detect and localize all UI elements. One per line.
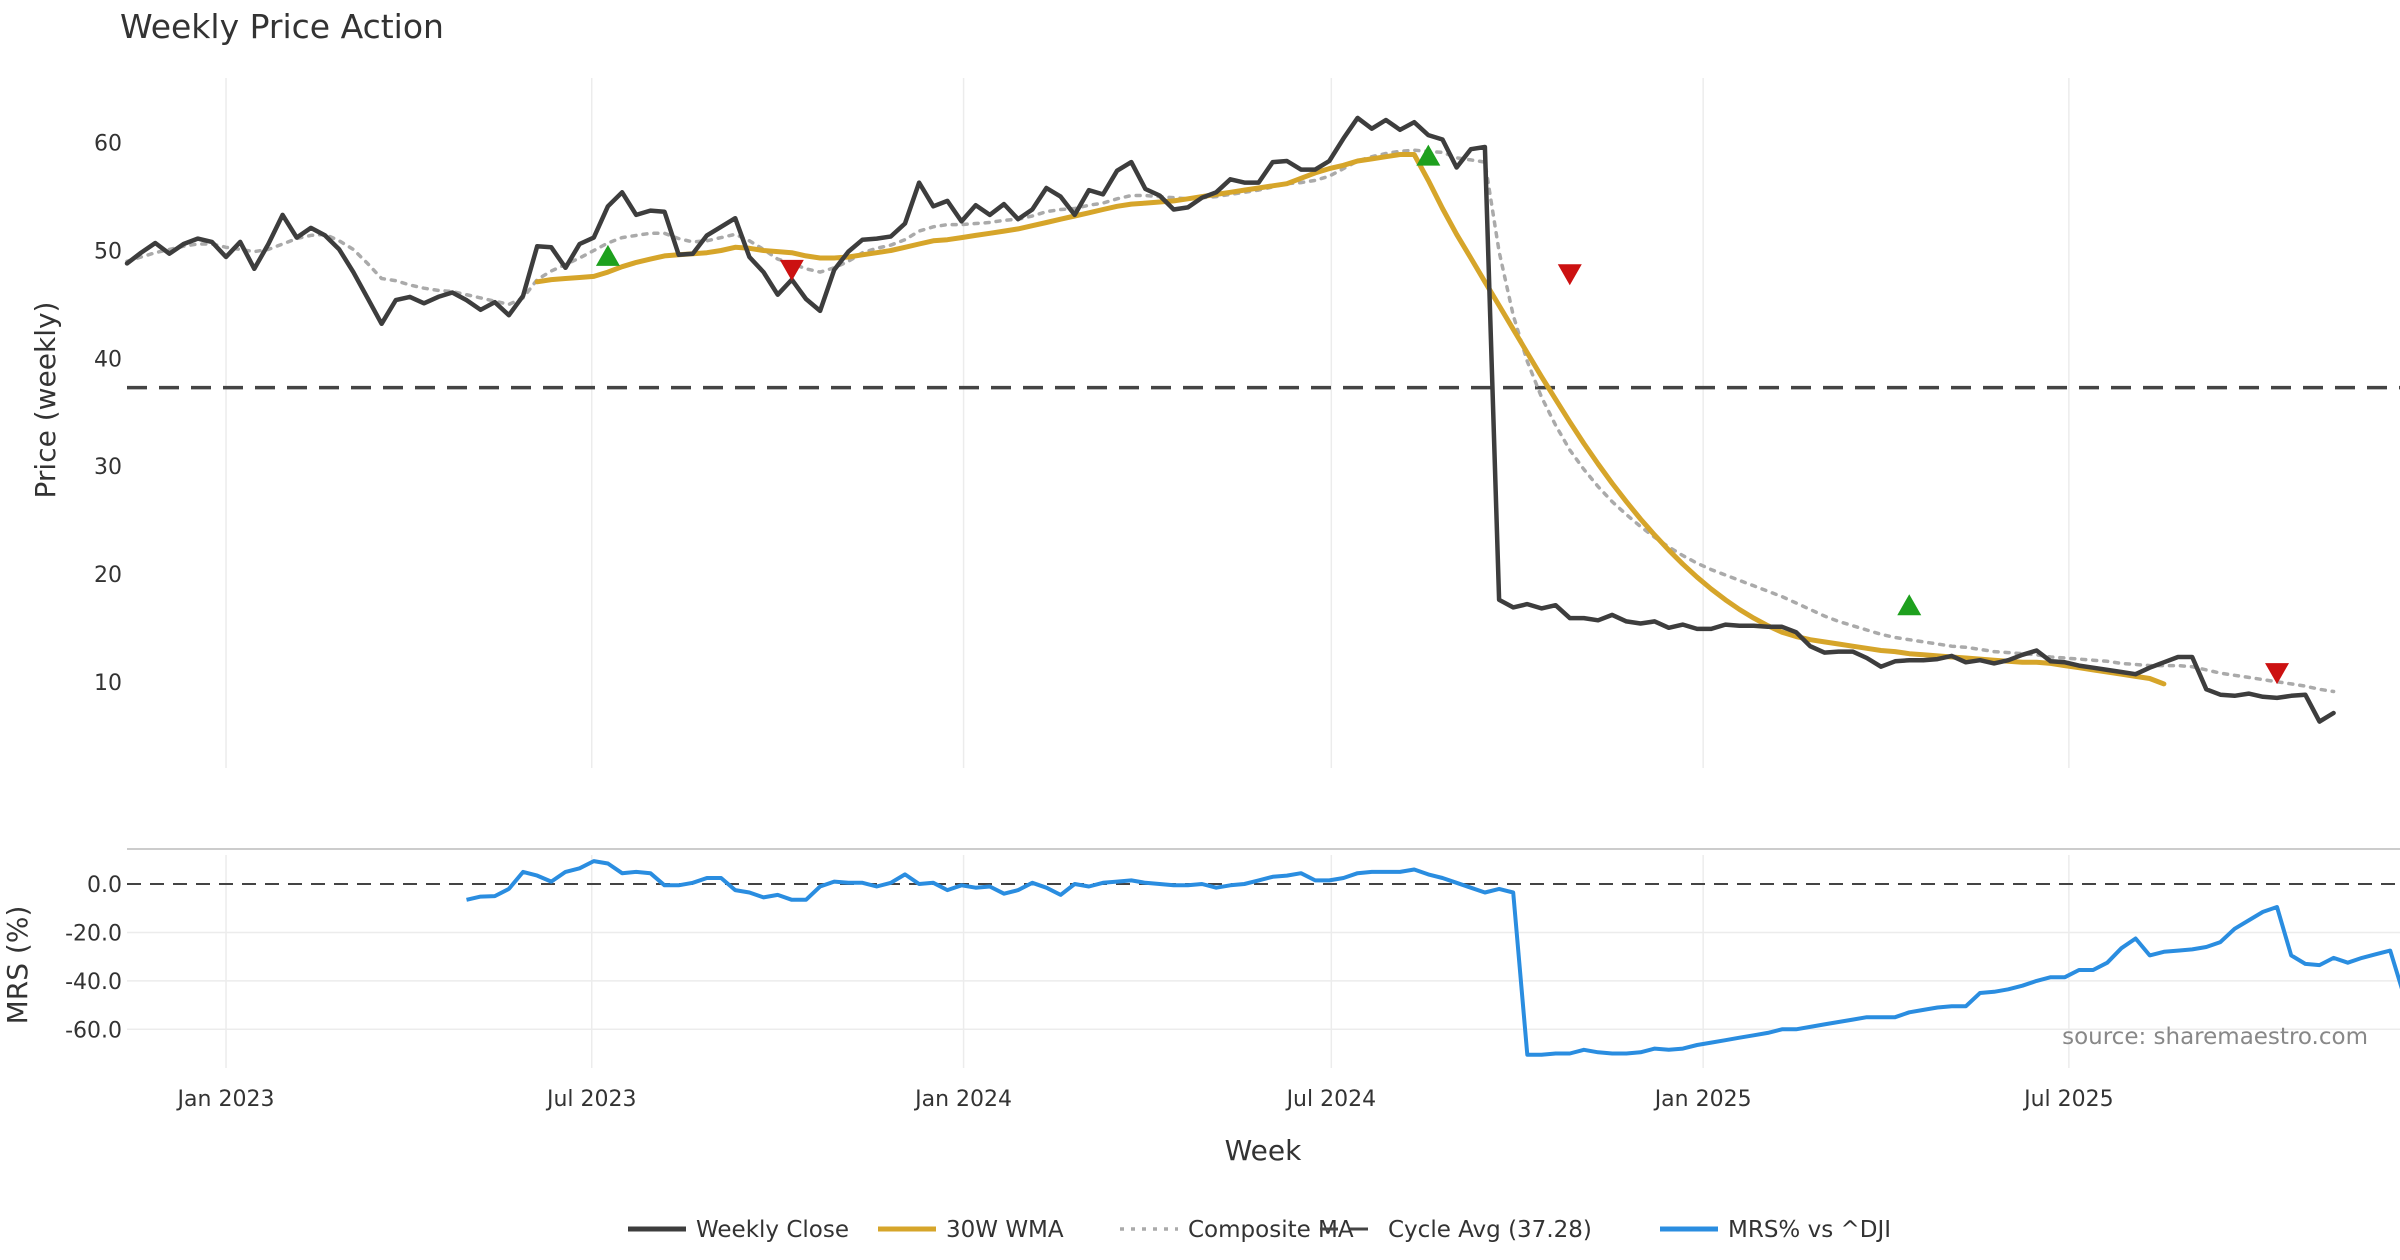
legend-label: 30W WMA [946,1217,1064,1243]
price-y-tick-label: 60 [94,132,122,157]
source-label: source: sharemaestro.com [2062,1024,2368,1050]
x-tick-label: Jan 2024 [913,1087,1012,1112]
sell-signal-marker [2265,663,2290,685]
wma-30w-line [534,152,2167,687]
x-tick-label: Jul 2024 [1285,1087,1377,1112]
buy-signal-marker [1897,594,1922,616]
mrs-y-tick-label: -40.0 [65,970,122,995]
buy-signal-marker [1416,144,1441,166]
x-tick-label: Jan 2023 [176,1087,275,1112]
legend-label: Weekly Close [696,1217,849,1243]
price-axis-label: Price (weekly) [29,302,62,499]
chart-title: Weekly Price Action [120,7,444,46]
price-y-tick-label: 50 [94,240,122,265]
price-y-tick-label: 10 [94,671,122,696]
buy-signal-marker [595,244,620,266]
legend-label: Cycle Avg (37.28) [1388,1217,1592,1243]
x-axis-label: Week [1225,1134,1302,1167]
price-y-tick-label: 20 [94,563,122,588]
mrs-y-tick-label: -20.0 [65,921,122,946]
mrs-axis-label: MRS (%) [1,906,34,1025]
tick-labels: Jan 2023 Jul 2023 Jan 2024 Jul 2024 Jan 2025… [65,132,2114,1112]
legend-label: MRS% vs ^DJI [1728,1217,1891,1243]
price-y-tick-label: 30 [94,455,122,480]
mrs-y-tick-label: 0.0 [87,873,122,898]
x-tick-label: Jan 2025 [1653,1087,1752,1112]
price-y-tick-label: 40 [94,347,122,372]
mrs-line [466,859,2400,1057]
x-tick-label: Jul 2025 [2022,1087,2114,1112]
signal-markers [595,144,2290,685]
series-lines [124,115,2400,1057]
sell-signal-marker [1557,264,1582,286]
x-tick-label: Jul 2023 [545,1087,637,1112]
sell-signal-marker [779,259,804,281]
mrs-y-tick-label: -60.0 [65,1018,122,1043]
weekly-close-line [124,115,2336,724]
legend: Weekly Close 30W WMA Composite MA Cycle Avg… [628,1217,1891,1243]
composite-ma-line [125,148,2336,694]
grid [127,78,2400,1068]
